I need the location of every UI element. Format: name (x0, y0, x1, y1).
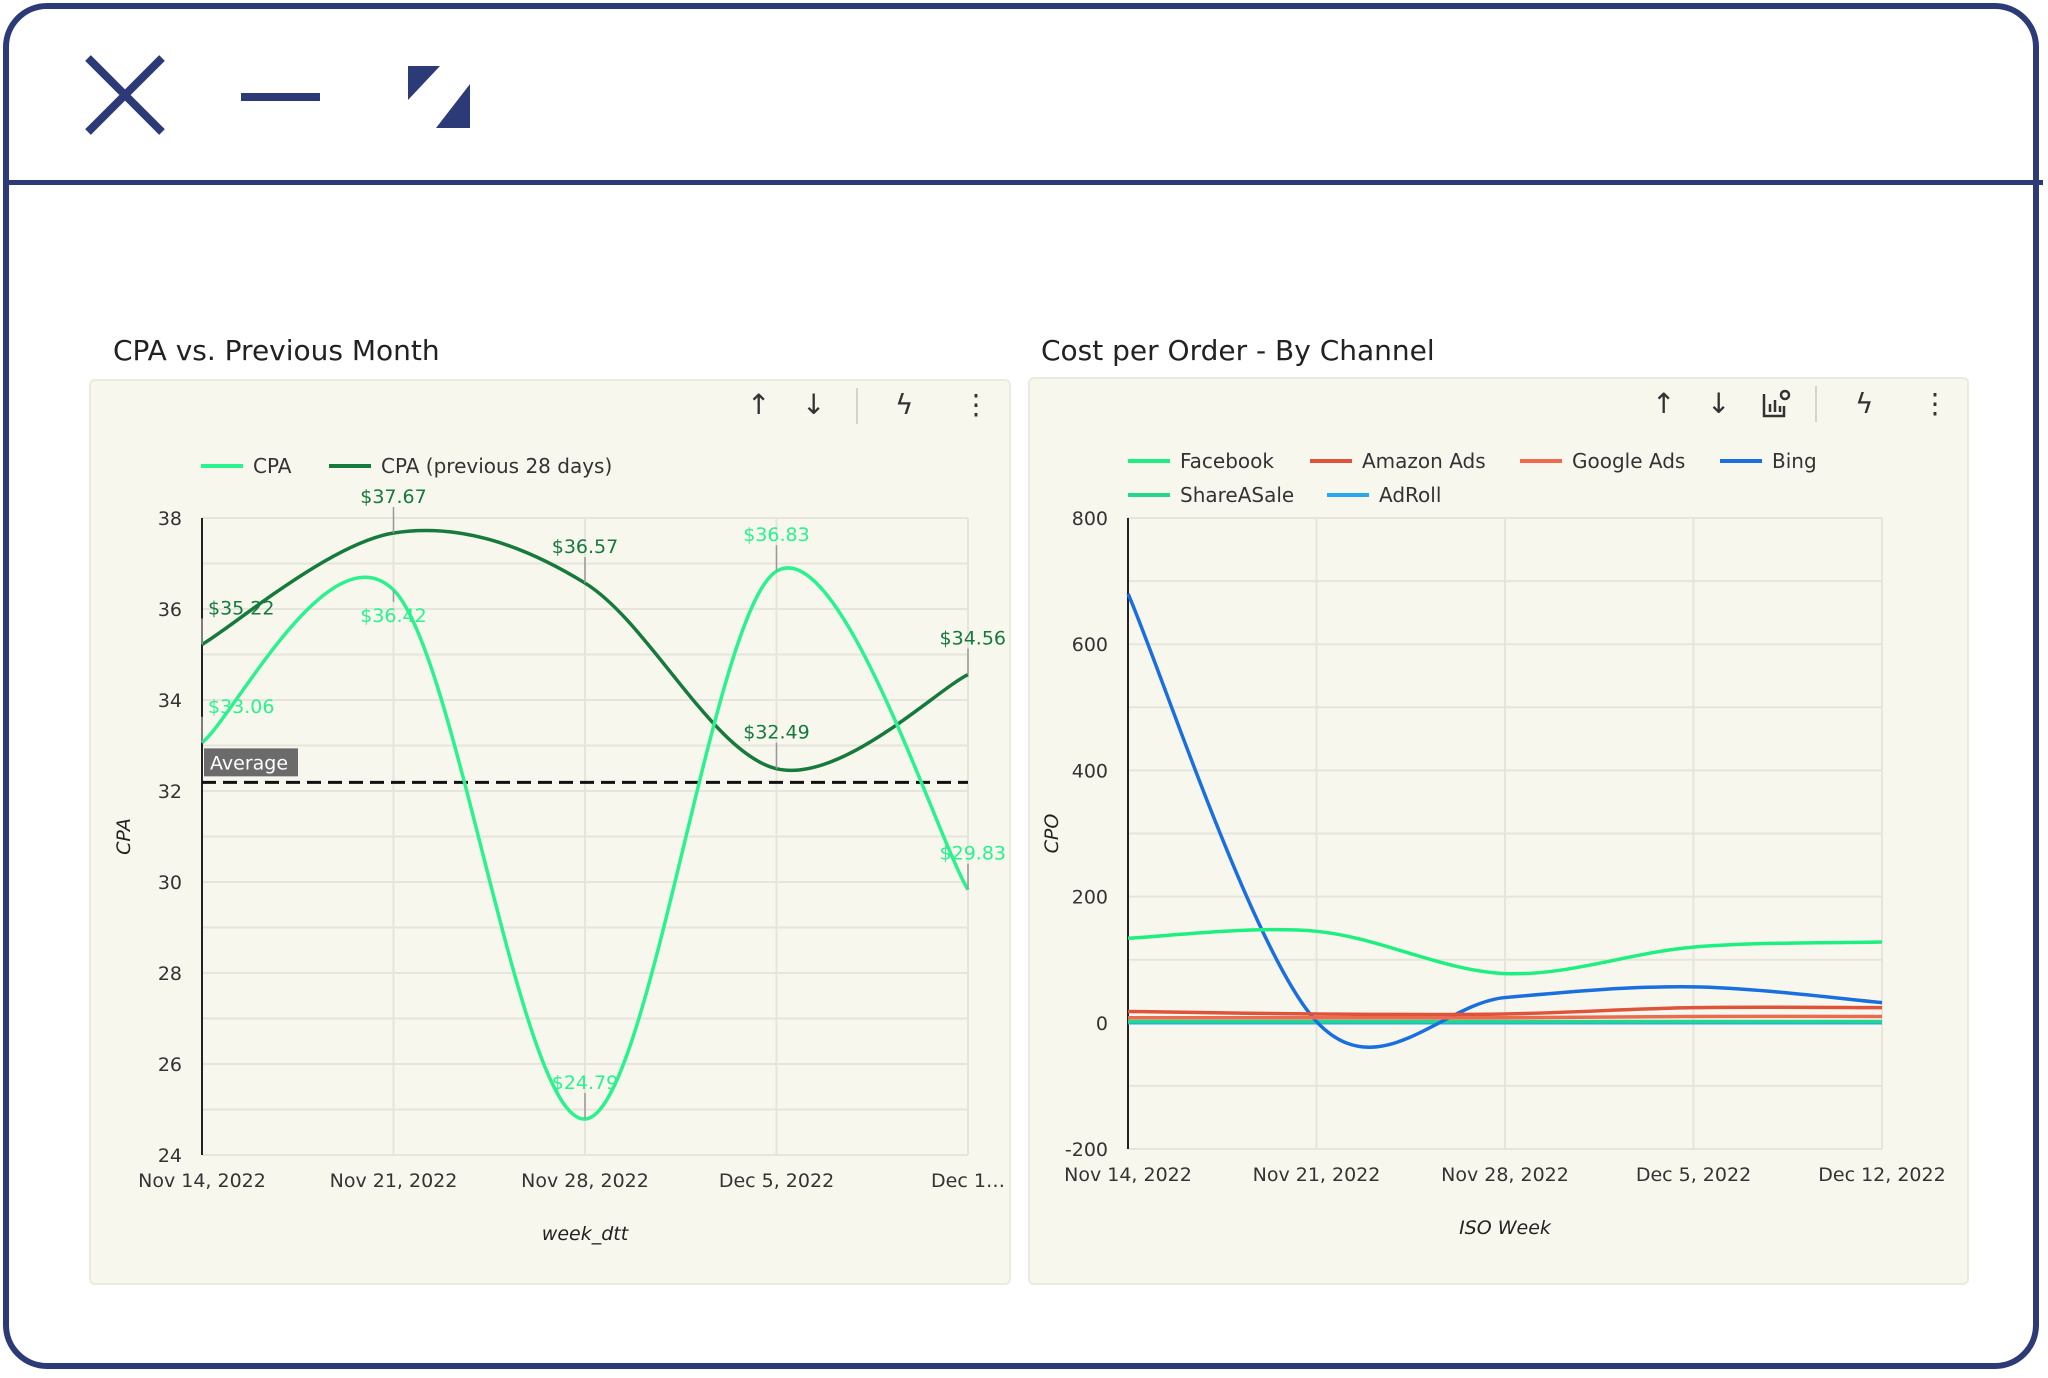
resize-icon[interactable] (406, 62, 472, 132)
minimize-icon[interactable] (240, 90, 322, 104)
x-tick-label: Nov 21, 2022 (1253, 1164, 1381, 1186)
lightning-icon[interactable]: ϟ (1855, 387, 1874, 420)
x-tick-label: Nov 14, 2022 (1064, 1164, 1192, 1186)
y-tick-label: 0 (1096, 1013, 1108, 1035)
y-tick-label: 38 (158, 508, 182, 530)
cpa-chart-card (89, 379, 1011, 1285)
x-tick-label: Dec 5, 2022 (719, 1170, 834, 1192)
legend-label: CPA (253, 454, 292, 478)
more-vert-icon[interactable]: ⋮ (1921, 387, 1949, 420)
legend-label: ShareASale (1180, 483, 1294, 507)
app-window (3, 3, 2039, 1369)
x-axis-title: week_dtt (542, 1223, 630, 1245)
legend-label: Facebook (1180, 449, 1274, 473)
y-tick-label: 36 (158, 599, 182, 621)
x-tick-label: Nov 21, 2022 (330, 1170, 458, 1192)
y-tick-label: 28 (158, 963, 182, 985)
chart-settings-icon[interactable] (1760, 388, 1792, 420)
average-label-bg (204, 748, 298, 777)
legend-label: Amazon Ads (1362, 449, 1486, 473)
y-tick-label: 24 (158, 1145, 182, 1167)
y-tick-label: 400 (1072, 760, 1108, 782)
cpo-chart-card (1028, 377, 1969, 1285)
arrow-up-icon[interactable]: ↑ (1652, 387, 1676, 420)
x-tick-label: Nov 28, 2022 (1441, 1164, 1569, 1186)
y-axis-title: CPO (1041, 814, 1063, 854)
data-label: $36.42 (360, 605, 426, 627)
data-label: $36.57 (552, 536, 618, 558)
series-line-facebook (1127, 927, 1883, 976)
data-label: $32.49 (743, 722, 809, 744)
x-tick-label: Nov 14, 2022 (138, 1170, 266, 1192)
lightning-icon[interactable]: ϟ (895, 388, 914, 421)
arrow-down-icon[interactable]: ↓ (802, 388, 826, 421)
chart-title: Cost per Order - By Channel (1041, 334, 1435, 367)
data-label: $36.83 (743, 524, 809, 546)
titlebar-divider (3, 180, 2043, 185)
y-tick-label: 32 (158, 781, 182, 803)
series-line-google-ads (1128, 1014, 1883, 1020)
x-tick-label: Dec 5, 2022 (1636, 1164, 1751, 1186)
average-label: Average (210, 752, 288, 774)
y-tick-label: 800 (1072, 508, 1108, 530)
y-tick-label: 200 (1072, 887, 1108, 909)
data-label: $34.56 (940, 628, 1006, 650)
data-label: $33.06 (208, 696, 274, 718)
data-label: $29.83 (940, 843, 1006, 865)
more-vert-icon[interactable]: ⋮ (962, 388, 990, 421)
arrow-down-icon[interactable]: ↓ (1707, 387, 1731, 420)
toolbar-divider (856, 388, 858, 424)
toolbar-divider (1815, 386, 1817, 422)
data-label: $35.22 (208, 597, 274, 619)
y-tick-label: 34 (158, 690, 182, 712)
y-tick-label: 26 (158, 1054, 182, 1076)
data-label: $24.79 (552, 1072, 618, 1094)
x-tick-label: Dec 1… (931, 1170, 1005, 1192)
arrow-up-icon[interactable]: ↑ (747, 388, 771, 421)
series-line-cpa-previous-28-days- (201, 528, 969, 773)
legend-label: AdRoll (1379, 483, 1441, 507)
data-label: $37.67 (360, 486, 426, 508)
legend-label: Google Ads (1572, 449, 1685, 473)
legend-label: CPA (previous 28 days) (381, 454, 612, 478)
series-line-amazon-ads (1127, 1005, 1883, 1017)
series-line-cpa (200, 566, 970, 1121)
close-icon[interactable] (82, 52, 168, 138)
y-tick-label: 600 (1072, 634, 1108, 656)
y-axis-title: CPA (113, 818, 135, 855)
x-tick-label: Nov 28, 2022 (521, 1170, 649, 1192)
chart-title: CPA vs. Previous Month (113, 334, 440, 367)
y-tick-label: -200 (1065, 1139, 1108, 1161)
y-tick-label: 30 (158, 872, 182, 894)
x-tick-label: Dec 12, 2022 (1818, 1164, 1945, 1186)
x-axis-title: ISO Week (1459, 1217, 1552, 1239)
legend-label: Bing (1772, 449, 1817, 473)
